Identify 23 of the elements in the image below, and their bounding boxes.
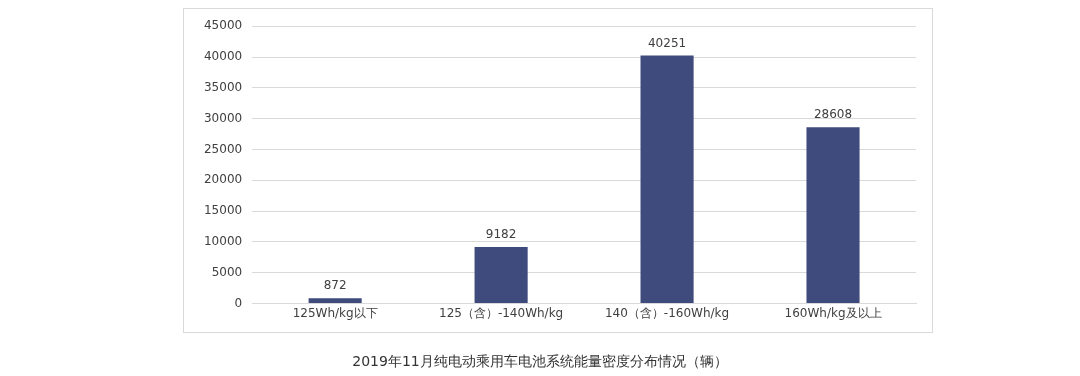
text: 2019年11月纯电动乘用车电池系统能量密度分布情况（辆） [351,353,729,371]
y-tick-label: 10000 [203,234,243,249]
y-tick-label: 20000 [203,172,243,187]
data-label: 9182 [485,227,517,242]
bar [308,298,362,304]
x-tick-label: 125Wh/kg以下 [292,305,378,320]
bar [806,127,860,304]
y-tick-label: 25000 [203,141,243,156]
y-tick-label: 45000 [203,18,243,33]
y-tick-label: 30000 [203,110,243,125]
x-tick-label: 160Wh/kg及以上 [784,305,882,320]
x-tick-label: 140（含）-160Wh/kg [604,305,730,320]
data-label: 28608 [813,107,853,122]
y-tick-label: 15000 [203,203,243,218]
y-tick-label: 40000 [203,49,243,64]
y-tick-label: 0 [234,295,243,310]
data-label: 40251 [647,35,687,50]
bar [640,55,694,304]
y-tick-label: 35000 [203,79,243,94]
data-label: 872 [323,278,347,293]
y-tick-label: 5000 [211,264,243,279]
bar [474,247,528,304]
x-tick-label: 125（含）-140Wh/kg [439,305,564,320]
